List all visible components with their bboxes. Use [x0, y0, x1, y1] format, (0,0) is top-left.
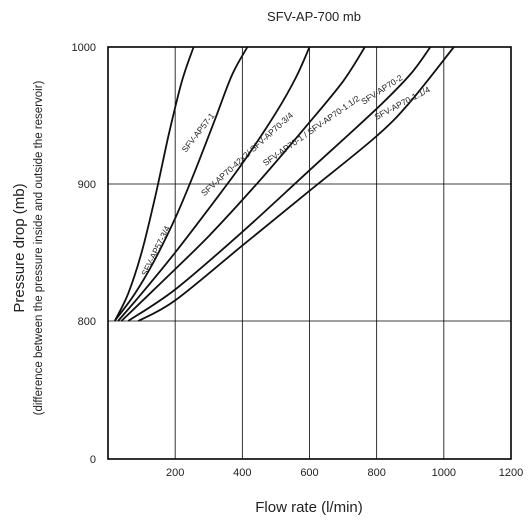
y-tick-label: 800 — [78, 316, 96, 328]
series-label-1: SFV-AP57-1 — [180, 111, 217, 155]
series-label-0: SFV-AP57-3/4 — [139, 224, 172, 277]
y-axis-label: Pressure drop (mb) — [11, 183, 28, 312]
series-line-5 — [137, 46, 455, 322]
series-line-2 — [117, 46, 311, 322]
series-line-1 — [113, 46, 249, 322]
y-tick-labels: 0 800 900 1000 — [72, 42, 96, 466]
x-tick-label: 400 — [233, 467, 251, 479]
series-line-4 — [127, 46, 432, 322]
series-lines — [113, 46, 455, 322]
y-axis-sublabel: (difference between the pressure inside … — [33, 80, 45, 415]
x-tick-labels: 200 400 600 800 1000 1200 — [166, 467, 523, 479]
y-tick-label: 900 — [78, 179, 96, 191]
series-line-3 — [120, 46, 366, 322]
chart-title: SFV-AP-700 mb — [267, 9, 361, 24]
y-tick-label: 0 — [90, 454, 96, 466]
x-axis-label: Flow rate (l/min) — [255, 499, 363, 516]
x-tick-label: 200 — [166, 467, 184, 479]
grid — [108, 47, 511, 459]
x-tick-label: 600 — [300, 467, 318, 479]
x-tick-label: 800 — [367, 467, 385, 479]
series-line-0 — [113, 46, 195, 322]
x-tick-label: 1000 — [432, 467, 456, 479]
x-tick-label: 1200 — [499, 467, 523, 479]
y-tick-label: 1000 — [72, 42, 96, 54]
